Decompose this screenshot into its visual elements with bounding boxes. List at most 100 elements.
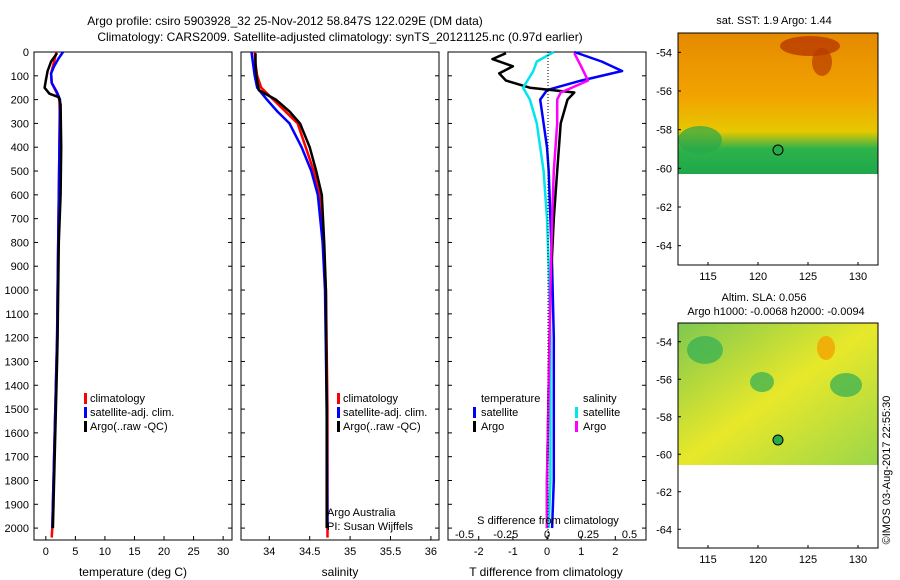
s-diff-label: S difference from climatology (477, 515, 619, 527)
sla-map-frame (677, 322, 879, 549)
temperature-x-axis: 0 5 10 15 20 25 30 (43, 536, 229, 558)
s-diff-tick-label: -0.5 (455, 529, 474, 541)
map-x-tick-label: 115 (699, 271, 717, 283)
x-tick-label: 34.5 (299, 546, 320, 558)
y-tick-label: 900 (11, 261, 29, 273)
credit-pi: PI: Susan Wijffels (327, 521, 413, 533)
sst-map-frame (677, 32, 879, 266)
series-line-argo-raw-qc- (43, 52, 63, 529)
map-y-tick-label: -60 (656, 449, 672, 461)
map-y-tick-label: -56 (656, 374, 672, 386)
y-tick-label: 1100 (5, 309, 29, 321)
y-tick-label: 800 (11, 237, 29, 249)
y-tick-label: 1500 (5, 404, 29, 416)
legend-swatch-argo (337, 421, 340, 432)
x-tick-label: -2 (474, 546, 484, 558)
sst-map-axes: 115 120 125 130 -54 -56 -58 -60 -62 -64 (656, 47, 867, 283)
x-tick-label: 15 (128, 546, 140, 558)
map-y-tick-label: -58 (656, 412, 672, 424)
difference-lines (491, 50, 624, 529)
s-diff-tick-label: 0 (544, 529, 550, 541)
x-tick-label: 30 (217, 546, 229, 558)
x-tick-label: 20 (158, 546, 170, 558)
legend-swatch-satellite (84, 407, 87, 418)
legend-swatch-climatology (84, 393, 87, 404)
legend-swatch-sal-satellite (575, 407, 578, 418)
map-y-tick-label: -54 (656, 337, 672, 349)
legend-label-satellite: satellite-adj. clim. (343, 407, 427, 419)
map-x-tick-label: 130 (849, 554, 867, 566)
legend-label-temp-argo: Argo (481, 421, 504, 433)
y-tick-label: 1700 (5, 452, 29, 464)
map-y-tick-label: -64 (656, 241, 672, 253)
legend-swatch-temp-argo (473, 421, 476, 432)
y-tick-label: 600 (11, 190, 29, 202)
salinity-panel-frame (240, 51, 440, 541)
s-diff-tick-label: 0.5 (622, 529, 637, 541)
legend-label-climatology: climatology (90, 393, 146, 405)
y-tick-label: 500 (11, 166, 29, 178)
y-tick-label: 1300 (5, 356, 29, 368)
map-y-tick-label: -58 (656, 125, 672, 137)
sla-low-patch (750, 372, 774, 392)
map-x-tick-label: 125 (799, 271, 817, 283)
x-tick-label: 34 (263, 546, 275, 558)
argo-location-marker (772, 434, 784, 446)
difference-x-axis: -2 -1 0 1 2 (474, 536, 618, 558)
s-diff-tick-label: 0.25 (578, 529, 599, 541)
map-x-tick-label: 125 (799, 554, 817, 566)
series-line-satellite-adj-clim- (250, 51, 329, 529)
map-y-tick-label: -64 (656, 524, 672, 536)
legend-label-argo: Argo(..raw -QC) (90, 421, 168, 433)
series-line-argo-raw-qc- (254, 53, 328, 529)
credit-argo-australia: Argo Australia (327, 507, 396, 519)
sst-warm-patch (780, 36, 840, 56)
legend-swatch-sal-argo (575, 421, 578, 432)
x-tick-label: 36 (425, 546, 437, 558)
map-y-tick-label: -56 (656, 86, 672, 98)
y-tick-label: 700 (11, 214, 29, 226)
sst-map-title: sat. SST: 1.9 Argo: 1.44 (716, 15, 832, 27)
x-tick-label: 25 (187, 546, 199, 558)
map-y-tick-label: -62 (656, 202, 672, 214)
argo-location-marker (772, 144, 784, 156)
t-diff-xlabel: T difference from climatology (469, 565, 623, 579)
map-x-tick-label: 130 (849, 271, 867, 283)
x-tick-label: 1 (578, 546, 584, 558)
series-line-salinity-argo (545, 52, 590, 529)
map-y-tick-label: -62 (656, 487, 672, 499)
sla-low-patch (830, 373, 862, 397)
sla-map-title: Altim. SLA: 0.056 (722, 292, 807, 304)
temperature-legend: climatology satellite-adj. clim. Argo(..… (84, 393, 174, 433)
y-tick-label: 1400 (5, 380, 29, 392)
x-tick-label: 10 (99, 546, 111, 558)
legend-label-sal-satellite: satellite (583, 407, 620, 419)
sst-cool-patch (678, 126, 722, 154)
sla-low-patch (687, 336, 723, 364)
legend-label-temp-satellite: satellite (481, 407, 518, 419)
x-tick-label: 0 (43, 546, 49, 558)
s-diff-tick-label: -0.25 (493, 529, 518, 541)
series-line-salinity-satellite (521, 50, 555, 529)
y-tick-label: 1600 (5, 428, 29, 440)
header-line2: Climatology: CARS2009. Satellite-adjuste… (97, 30, 582, 44)
y-tick-label: 0 (23, 47, 29, 59)
y-tick-label: 300 (11, 118, 29, 130)
y-tick-label: 200 (11, 95, 29, 107)
map-y-tick-label: -54 (656, 47, 672, 59)
x-tick-label: 0 (544, 546, 550, 558)
legend-title-salinity: salinity (583, 393, 617, 405)
depth-axis: 0 100 200 300 400 500 600 700 800 900 1000 1100 1200… (5, 47, 646, 535)
legend-swatch-climatology (337, 393, 340, 404)
legend-label-argo: Argo(..raw -QC) (343, 421, 421, 433)
y-tick-label: 2000 (5, 523, 29, 535)
salinity-xlabel: salinity (322, 565, 359, 579)
s-diff-tick-labels: -0.5 -0.25 0 0.25 0.5 (455, 529, 637, 541)
y-tick-label: 1200 (5, 333, 29, 345)
series-line-temperature-satellite (538, 50, 624, 529)
legend-swatch-satellite (337, 407, 340, 418)
legend-label-climatology: climatology (343, 393, 399, 405)
series-line-temperature-argo (491, 52, 576, 529)
legend-label-sal-argo: Argo (583, 421, 606, 433)
